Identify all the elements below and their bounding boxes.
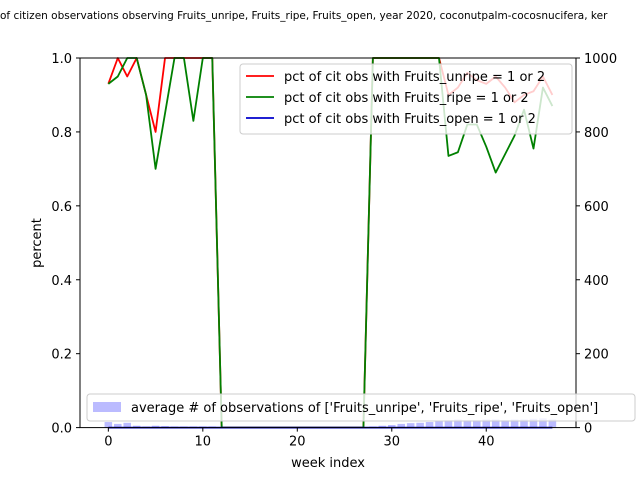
legend-label-observations: average # of observations of ['Fruits_un… — [131, 401, 598, 416]
x-tick-label: 20 — [289, 435, 306, 450]
y2-tick-label: 600 — [584, 200, 609, 215]
y2-tick-label: 200 — [584, 348, 609, 363]
x-tick-label: 10 — [195, 435, 212, 450]
observation-bar — [491, 419, 500, 428]
observation-bar — [114, 423, 122, 428]
observation-bar — [123, 422, 132, 428]
observation-bar — [104, 422, 113, 428]
y-tick-label: 0.2 — [51, 348, 72, 363]
x-axis-label: week index — [291, 456, 365, 471]
y-tick-label: 0.0 — [51, 422, 72, 437]
chart-title: of citizen observations observing Fruits… — [0, 10, 608, 22]
observation-bar — [444, 420, 453, 428]
observation-bar — [482, 419, 491, 428]
bar-legend: average # of observations of ['Fruits_un… — [86, 393, 636, 422]
observation-bar — [548, 419, 557, 428]
y2-tick-label: 800 — [584, 126, 609, 141]
y-axis-right: 0 200 400 600 800 1000 — [576, 52, 617, 437]
x-axis: 0 10 20 30 40 — [104, 427, 495, 450]
observation-bar — [132, 425, 141, 428]
legend-swatch-observations — [93, 402, 121, 412]
y-axis-left: 0.0 0.2 0.4 0.6 0.8 1.0 — [51, 52, 80, 437]
bar-legend-box — [86, 393, 636, 422]
observation-bar — [473, 420, 481, 428]
observation-bar — [397, 423, 405, 428]
observation-bar — [529, 418, 538, 428]
line-legend: pct of cit obs with Fruits_unripe = 1 or… — [239, 63, 573, 135]
y-tick-label: 0.6 — [51, 200, 72, 215]
x-tick-label: 0 — [104, 435, 112, 450]
observation-bar — [501, 420, 509, 428]
observation-bar — [378, 425, 387, 428]
observation-bar — [151, 425, 160, 428]
x-tick-label: 30 — [383, 435, 400, 450]
observation-bar — [520, 419, 528, 428]
observation-bar — [425, 422, 434, 428]
bar-series — [104, 418, 557, 428]
legend-label-unripe: pct of cit obs with Fruits_unripe = 1 or… — [284, 70, 545, 85]
observation-bar — [406, 423, 415, 428]
observation-bar — [454, 419, 462, 428]
legend-label-open: pct of cit obs with Fruits_open = 1 or 2 — [284, 112, 536, 127]
observation-bar — [435, 420, 443, 428]
observation-bar — [510, 419, 519, 428]
x-tick-label: 40 — [478, 435, 495, 450]
y-axis-label: percent — [30, 218, 45, 268]
y-tick-label: 0.4 — [51, 274, 72, 289]
observation-bar — [463, 420, 472, 428]
y2-tick-label: 400 — [584, 274, 609, 289]
y-tick-label: 1.0 — [51, 52, 72, 67]
y-tick-label: 0.8 — [51, 126, 72, 141]
y2-tick-label: 0 — [584, 422, 592, 437]
plot-frame — [79, 57, 577, 429]
observation-bar — [387, 425, 396, 428]
y2-tick-label: 1000 — [584, 52, 617, 67]
observation-bar — [416, 422, 424, 428]
line-legend-box — [239, 63, 573, 135]
legend-label-ripe: pct of cit obs with Fruits_ripe = 1 or 2 — [284, 91, 529, 106]
observation-bar — [539, 418, 547, 428]
